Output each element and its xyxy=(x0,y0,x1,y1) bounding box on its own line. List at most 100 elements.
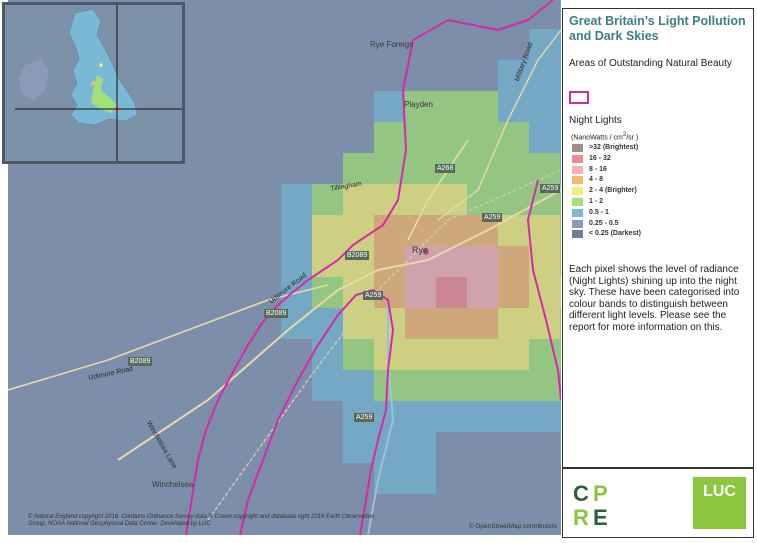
night-lights-pixel xyxy=(33,246,64,277)
night-lights-pixel xyxy=(312,463,343,494)
road-a268 xyxy=(407,139,469,241)
night-lights-pixel xyxy=(405,494,436,525)
night-lights-pixel xyxy=(281,494,312,525)
legend-label: 2 - 4 (Brighter) xyxy=(589,187,637,195)
label-rye: Rye xyxy=(412,245,429,255)
night-lights-pixel xyxy=(312,215,343,246)
night-lights-pixel xyxy=(157,308,188,339)
night-lights-pixel xyxy=(498,277,529,308)
night-lights-pixel xyxy=(343,494,374,525)
legend-swatch xyxy=(572,208,583,217)
night-lights-pixel xyxy=(95,215,126,246)
night-lights-pixel xyxy=(405,122,436,153)
night-lights-pixel xyxy=(312,370,343,401)
night-lights-pixel xyxy=(219,525,250,535)
night-lights-pixel xyxy=(498,370,529,401)
night-lights-pixel xyxy=(126,463,157,494)
night-lights-pixel xyxy=(219,246,250,277)
night-lights-pixel xyxy=(95,370,126,401)
aonb-label: Areas of Outstanding Natural Beauty xyxy=(569,58,732,69)
night-lights-pixel xyxy=(8,308,33,339)
night-lights-pixel xyxy=(95,494,126,525)
label-winchelsea: Winchelsea xyxy=(152,480,194,489)
night-lights-pixel xyxy=(405,370,436,401)
night-lights-pixel xyxy=(436,91,467,122)
night-lights-pixel xyxy=(529,370,560,401)
night-lights-pixel xyxy=(64,463,95,494)
night-lights-pixel xyxy=(157,246,188,277)
night-lights-pixel xyxy=(529,215,560,246)
night-lights-pixel xyxy=(250,339,281,370)
night-lights-pixel xyxy=(8,184,33,215)
aonb-boundary xyxy=(185,0,554,535)
legend-panel: Great Britain’s Light Pollution and Dark… xyxy=(562,8,754,468)
night-lights-pixel xyxy=(33,401,64,432)
night-lights-pixel xyxy=(529,91,560,122)
night-lights-pixel xyxy=(560,153,561,184)
night-lights-pixel xyxy=(374,29,405,60)
night-lights-pixel xyxy=(8,525,33,535)
night-lights-pixel xyxy=(188,91,219,122)
night-lights-pixel xyxy=(250,463,281,494)
cpre-letter-p: P xyxy=(593,481,608,506)
night-lights-pixel xyxy=(374,0,405,29)
night-lights-pixel xyxy=(188,215,219,246)
inset-canvas xyxy=(5,5,182,161)
night-lights-pixel xyxy=(560,246,561,277)
road-military xyxy=(437,29,561,221)
night-lights-pixel xyxy=(560,308,561,339)
night-lights-pixel xyxy=(467,463,498,494)
units-label: (NanoWatts / cm2/sr ) xyxy=(571,132,638,141)
night-lights-pixel xyxy=(343,308,374,339)
night-lights-pixel xyxy=(95,246,126,277)
night-lights-pixel xyxy=(8,432,33,463)
legend-label: 4 - 8 xyxy=(589,176,604,184)
night-lights-pixel xyxy=(8,339,33,370)
night-lights-pixel xyxy=(436,463,467,494)
night-lights-pixel xyxy=(436,215,467,246)
night-lights-pixel xyxy=(405,277,436,308)
legend-swatch xyxy=(572,165,583,174)
night-lights-pixel xyxy=(64,184,95,215)
night-lights-pixel xyxy=(529,339,560,370)
units-sup: 2 xyxy=(622,132,627,138)
road-a259 xyxy=(117,189,561,461)
night-lights-pixel xyxy=(529,401,560,432)
osm-attribution[interactable]: © OpenStreetMap contributors xyxy=(468,523,557,530)
night-lights-pixel xyxy=(250,494,281,525)
night-lights-pixel xyxy=(250,60,281,91)
night-lights-pixel xyxy=(312,0,343,29)
road-label-a259-3: A259 xyxy=(363,291,384,300)
night-lights-pixel xyxy=(33,215,64,246)
night-lights-pixel xyxy=(281,91,312,122)
night-lights-pixel xyxy=(126,401,157,432)
night-lights-pixel xyxy=(467,308,498,339)
night-lights-pixel xyxy=(250,91,281,122)
night-lights-pixel xyxy=(560,277,561,308)
inset-bright-areas xyxy=(91,75,117,113)
night-lights-pixel xyxy=(250,215,281,246)
overview-inset-map[interactable] xyxy=(2,2,185,164)
night-lights-pixel xyxy=(188,525,219,535)
night-lights-pixel xyxy=(250,525,281,535)
night-lights-pixel xyxy=(312,122,343,153)
night-lights-pixel xyxy=(343,29,374,60)
night-lights-pixel xyxy=(219,277,250,308)
night-lights-pixel xyxy=(529,153,560,184)
river xyxy=(367,300,395,535)
night-lights-pixel xyxy=(64,277,95,308)
night-lights-pixel xyxy=(219,91,250,122)
night-lights-pixel xyxy=(560,525,561,535)
aonb-boundary-east xyxy=(526,179,561,401)
night-lights-pixel xyxy=(250,277,281,308)
night-lights-pixel xyxy=(498,60,529,91)
night-lights-pixel xyxy=(188,60,219,91)
legend-swatch xyxy=(572,198,583,206)
night-lights-pixel xyxy=(405,153,436,184)
night-lights-pixel xyxy=(312,246,343,277)
night-lights-pixel xyxy=(250,401,281,432)
night-lights-pixel xyxy=(560,401,561,432)
road-label-b2089-1: B2089 xyxy=(345,251,370,260)
night-lights-pixel xyxy=(436,308,467,339)
night-lights-pixel xyxy=(126,277,157,308)
